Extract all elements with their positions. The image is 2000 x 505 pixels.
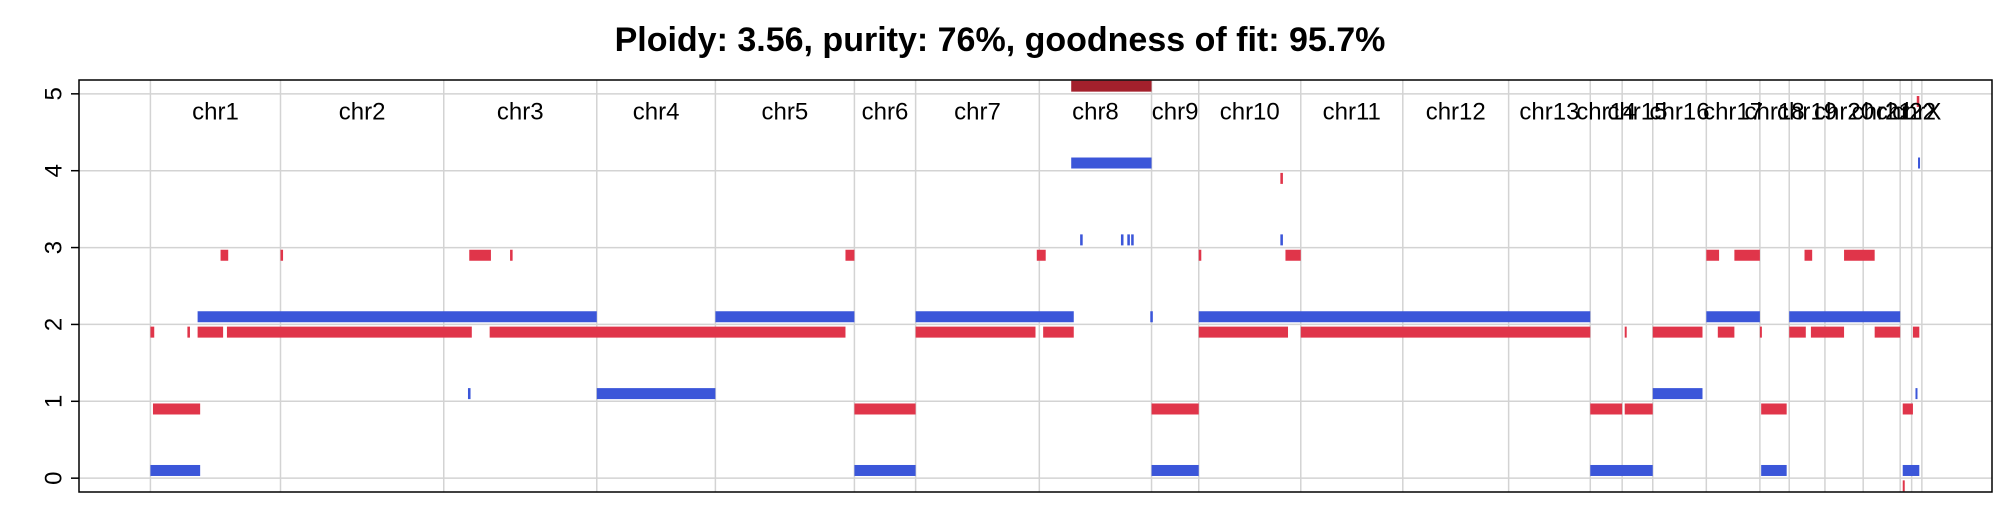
segment (1706, 311, 1760, 323)
segment (854, 403, 916, 415)
segment (1761, 403, 1787, 415)
chromosome-label: chr6 (862, 98, 909, 125)
segment (1280, 172, 1283, 184)
chromosome-label: chr14 (1576, 98, 1636, 125)
segment (1590, 403, 1623, 415)
grid (79, 80, 1992, 492)
segment (150, 464, 201, 476)
segment (1652, 388, 1703, 400)
chart-title: Ploidy: 3.56, purity: 76%, goodness of f… (615, 21, 1386, 59)
segment (1804, 249, 1813, 261)
segment (1717, 326, 1735, 338)
segment (1915, 388, 1918, 400)
segment (1912, 326, 1920, 338)
segment (510, 249, 513, 261)
chromosome-label: chr17 (1703, 98, 1763, 125)
chromosome-label: chr13 (1519, 98, 1579, 125)
segment (1789, 311, 1901, 323)
segment (915, 326, 1036, 338)
chromosome-label: chr8 (1072, 98, 1119, 125)
segment (1131, 234, 1134, 246)
segment (226, 326, 472, 338)
segment (187, 326, 190, 338)
segment (197, 326, 224, 338)
y-tick-label: 2 (40, 318, 67, 331)
segment (197, 311, 597, 323)
segment (854, 464, 916, 476)
segment (1127, 234, 1130, 246)
segment (1036, 249, 1046, 261)
y-tick-label: 0 (40, 471, 67, 484)
segment (1706, 249, 1720, 261)
segment (1198, 249, 1202, 261)
chromosome-label: chr7 (954, 98, 1001, 125)
y-tick-label: 3 (40, 241, 67, 254)
segment (1151, 464, 1199, 476)
segment (150, 326, 155, 338)
chromosome-label: chr1 (192, 98, 239, 125)
chromosome-label: chr9 (1152, 98, 1199, 125)
segments (150, 80, 1921, 492)
segment (1300, 326, 1591, 338)
segment (1151, 403, 1199, 415)
segment (596, 388, 716, 400)
segment (1150, 311, 1153, 323)
segment (1918, 157, 1921, 169)
segment (467, 388, 471, 400)
segment (715, 311, 855, 323)
chromosome-label: chr21 (1852, 98, 1912, 125)
segment (1810, 326, 1845, 338)
chromosome-label: chr20 (1814, 98, 1874, 125)
chromosome-label: chr2 (339, 98, 386, 125)
segment (489, 326, 846, 338)
chromosome-label: chr19 (1777, 98, 1837, 125)
chromosome-label: chr10 (1220, 98, 1280, 125)
segment (915, 311, 1074, 323)
segment (1280, 234, 1283, 246)
segment (1902, 403, 1913, 415)
segment (1285, 249, 1301, 261)
segment (1844, 249, 1875, 261)
chromosome-label: chrX (1892, 98, 1941, 125)
segment (152, 403, 201, 415)
segment (1080, 234, 1083, 246)
segment (1874, 326, 1901, 338)
segment (1043, 326, 1074, 338)
y-tick-label: 1 (40, 395, 67, 408)
segment (1198, 311, 1591, 323)
y-tick-label: 4 (40, 164, 67, 177)
chromosome-label: chr11 (1323, 98, 1381, 125)
segment (1902, 480, 1905, 492)
chromosome-label: chr16 (1650, 98, 1710, 125)
plot-frame (78, 79, 1993, 493)
segment (1916, 96, 1920, 108)
segment (1198, 326, 1289, 338)
segment (469, 249, 491, 261)
segment (1734, 249, 1760, 261)
chromosome-label: chr12 (1426, 98, 1486, 125)
chromosome-label: chr22 (1876, 98, 1936, 125)
segment (1624, 403, 1653, 415)
segment (1120, 234, 1124, 246)
segment (1789, 326, 1806, 338)
segment (1071, 80, 1152, 92)
segment (1652, 326, 1703, 338)
chromosome-label: chr5 (762, 98, 809, 125)
segment (1761, 464, 1787, 476)
segment (1590, 464, 1653, 476)
segment (1624, 326, 1627, 338)
segment (845, 249, 855, 261)
segment (1071, 157, 1152, 169)
chromosome-label: chr15 (1607, 98, 1667, 125)
segment (220, 249, 229, 261)
chromosome-label: chr3 (497, 98, 544, 125)
chromosome-label: chr4 (633, 98, 680, 125)
segment (1759, 326, 1762, 338)
y-tick-label: 5 (40, 87, 67, 100)
segment (280, 249, 284, 261)
segment (1902, 464, 1920, 476)
chromosome-label: chr18 (1745, 98, 1805, 125)
